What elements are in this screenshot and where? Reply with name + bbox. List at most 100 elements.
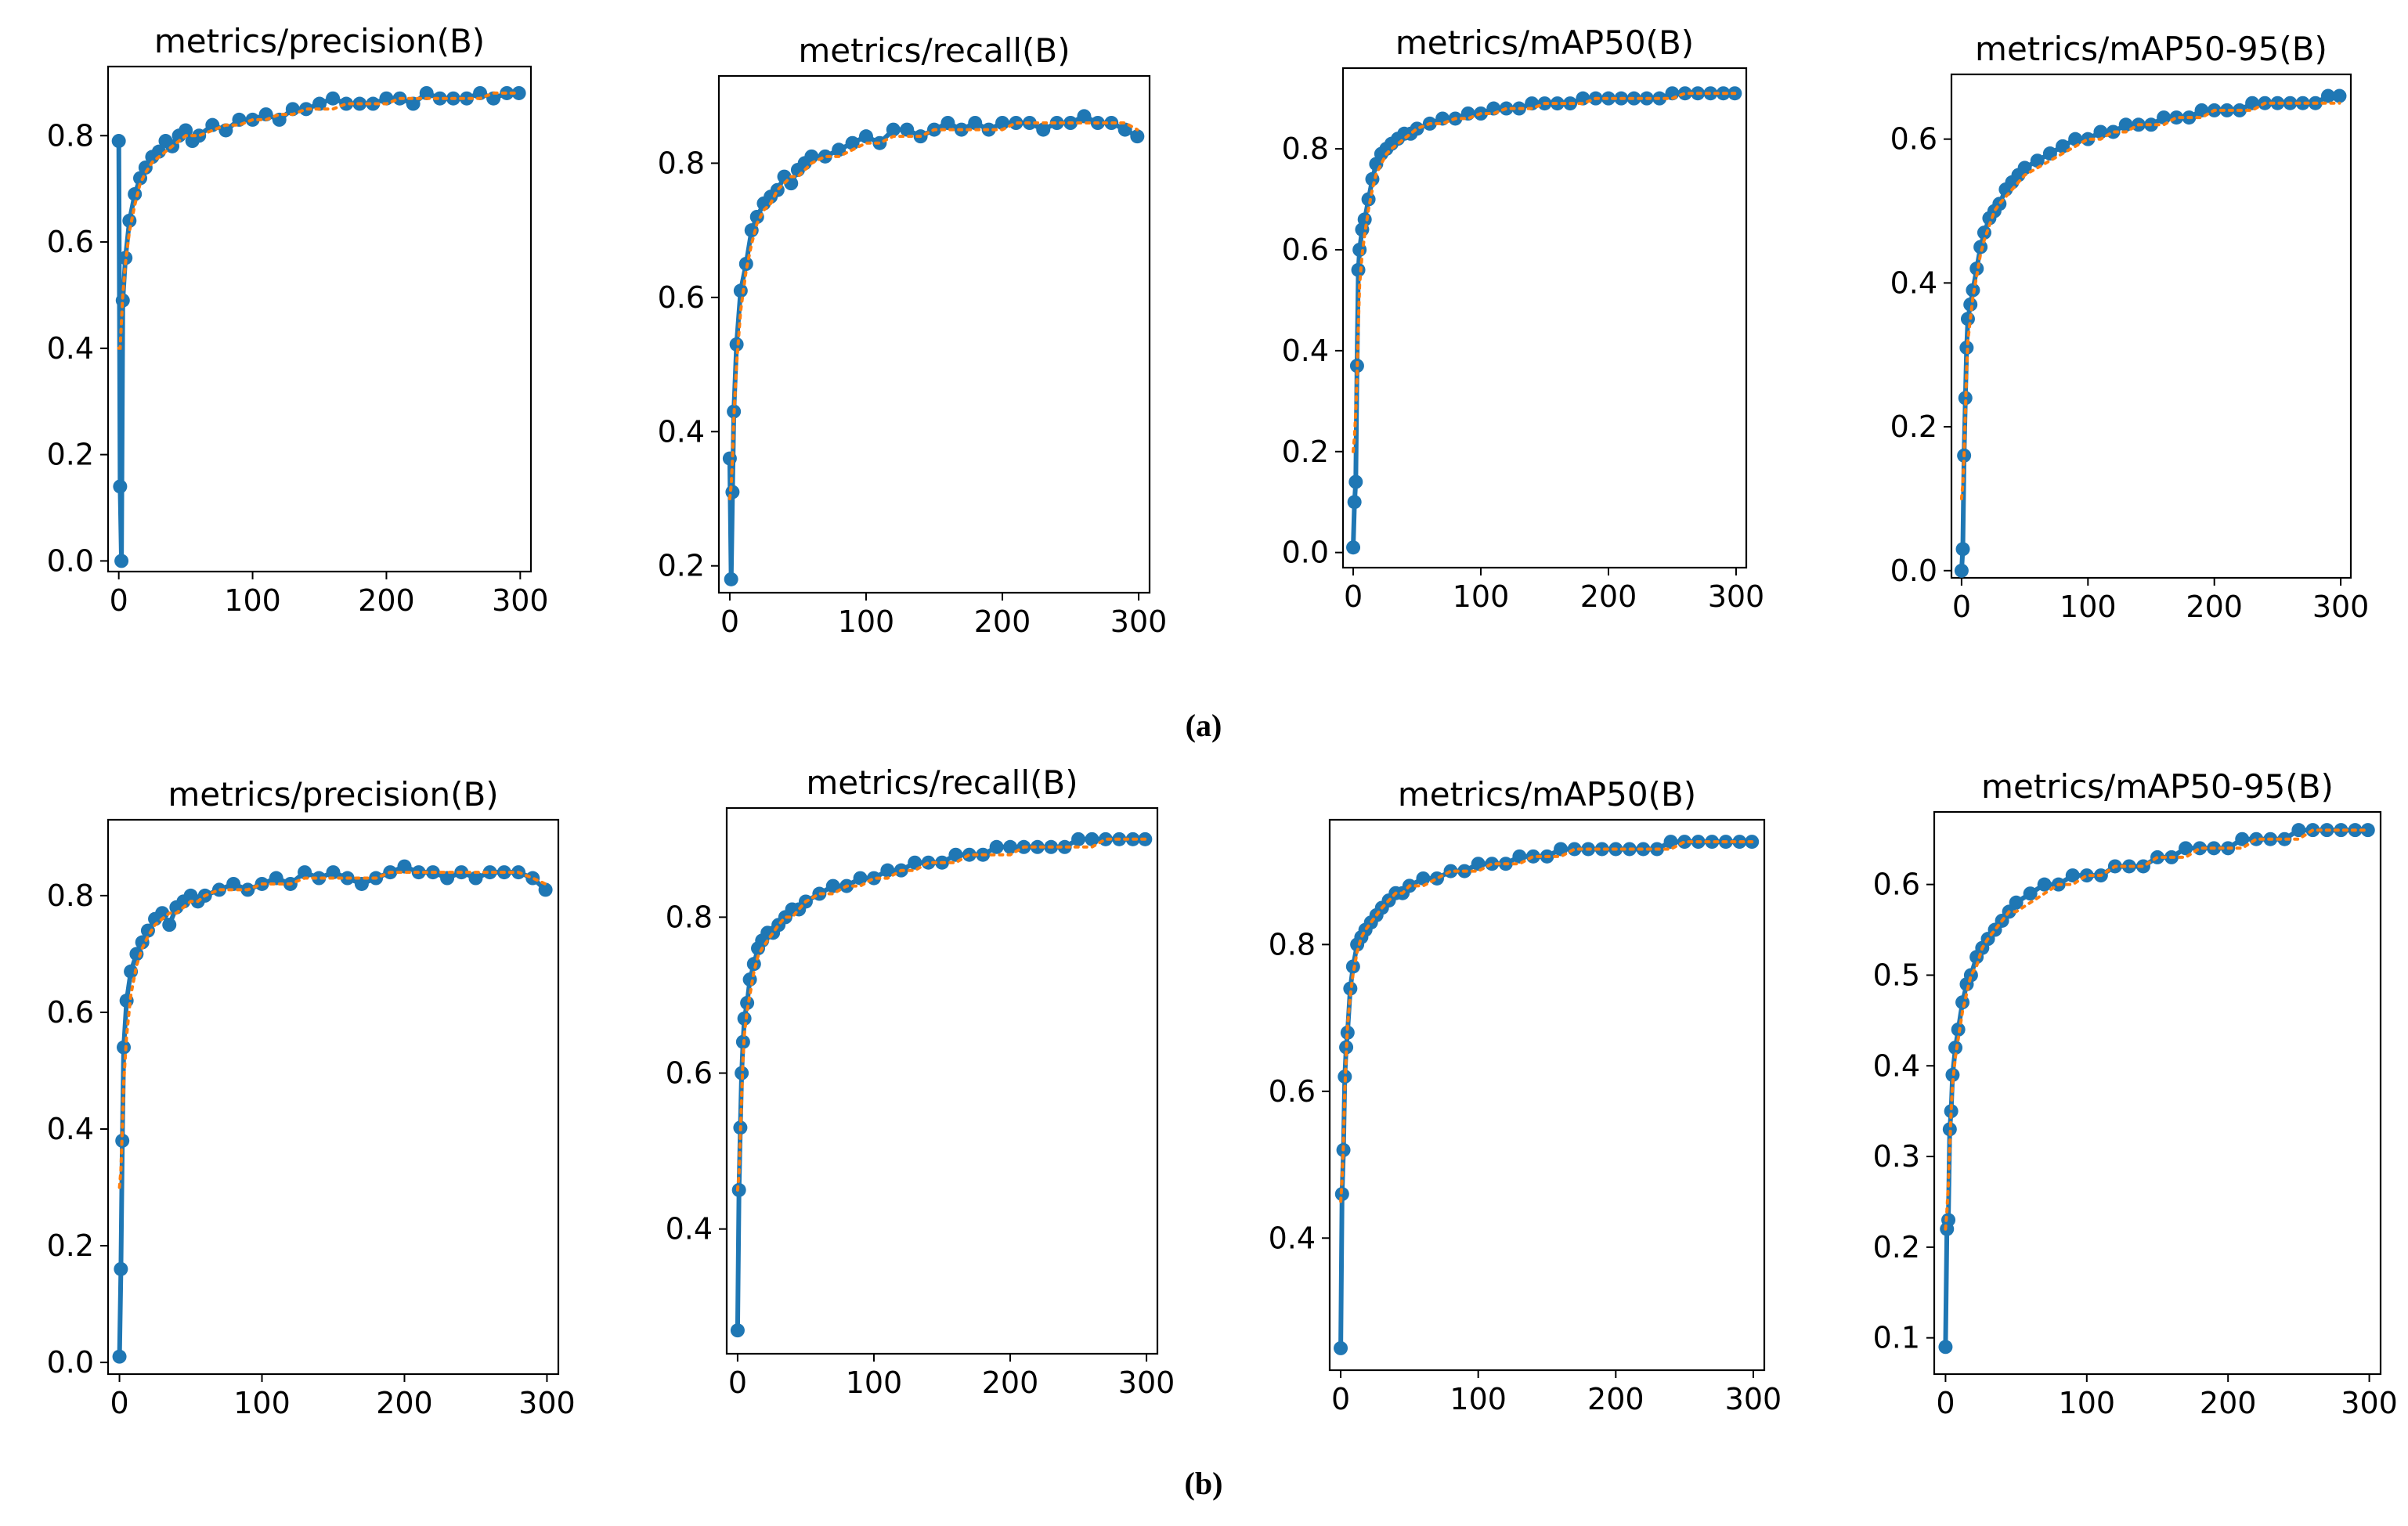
x-tick-label: 100 [1453, 579, 1510, 614]
data-point [1954, 563, 1969, 578]
y-tick-label: 0.4 [666, 1212, 713, 1246]
data-point [218, 123, 233, 138]
data-point [397, 859, 412, 874]
x-tick-label: 100 [233, 1386, 291, 1420]
y-tick-label: 0.8 [658, 146, 705, 180]
data-point [312, 96, 327, 111]
x-tick-label: 100 [2059, 1386, 2116, 1420]
data-point [269, 871, 283, 886]
y-tick-label: 0.4 [1890, 265, 1937, 300]
smooth-line [1352, 92, 1737, 453]
smooth-line [727, 121, 1139, 500]
y-tick-label: 0.4 [1269, 1221, 1316, 1255]
data-point [1512, 849, 1527, 864]
x-tick-label: 200 [974, 604, 1031, 639]
data-point [2017, 161, 2032, 175]
axes-frame [725, 806, 1159, 1355]
results-line [1351, 91, 1735, 548]
chart-8: metrics/mAP50-95(B) 0 100 200 300 0.1 0.2 0.3 0.… [1873, 767, 2398, 1420]
data-point [1944, 1104, 1959, 1119]
y-tick-label: 0.5 [1873, 958, 1920, 992]
chart-title: metrics/mAP50-95(B) [1981, 767, 2334, 806]
data-point [2093, 124, 2108, 139]
data-point [2295, 96, 2310, 110]
data-point [1416, 871, 1431, 886]
data-point [511, 85, 526, 100]
data-point [1960, 312, 1975, 326]
x-tick-label: 100 [838, 604, 895, 639]
x-tick-label: 0 [1331, 1382, 1350, 1416]
y-tick-label: 0.2 [1282, 435, 1329, 469]
axes-frame [107, 818, 560, 1376]
data-point [2334, 823, 2348, 838]
data-point [113, 479, 128, 494]
data-point [908, 855, 922, 870]
data-point [124, 964, 139, 979]
data-point [1351, 262, 1366, 277]
y-tick-label: 0.2 [47, 438, 94, 472]
data-point [1343, 981, 1358, 996]
chart-6: metrics/recall(B) 0 100 200 300 0.4 0.6 0.8 [666, 763, 1175, 1400]
smooth-line [117, 91, 521, 350]
panel-label-a: (a) [1186, 708, 1222, 743]
y-tick-label: 0.6 [666, 1056, 713, 1091]
results-line [116, 90, 519, 564]
data-point [1049, 116, 1064, 130]
data-point [118, 251, 133, 265]
data-point [312, 871, 327, 886]
x-tick-label: 300 [492, 583, 549, 618]
axes-frame [1341, 67, 1748, 569]
data-point [900, 122, 915, 137]
y-tick-label: 0.1 [1873, 1321, 1920, 1355]
data-point [112, 1349, 127, 1364]
y-tick-label: 0.4 [47, 331, 94, 366]
data-point [2320, 88, 2335, 103]
data-point [538, 882, 553, 897]
x-tick-label: 200 [2200, 1386, 2257, 1420]
data-point [2023, 886, 2038, 901]
results-line [1338, 839, 1753, 1348]
data-point [525, 871, 540, 886]
data-point [354, 876, 369, 891]
data-point [2068, 132, 2083, 146]
data-point [1955, 995, 1970, 1010]
axes-frame [1950, 73, 2352, 579]
y-tick-label: 0.6 [1269, 1074, 1316, 1109]
data-point [1077, 109, 1092, 124]
y-tick-label: 0.4 [658, 414, 705, 449]
data-point [419, 85, 434, 100]
x-tick-label: 200 [2186, 590, 2243, 624]
x-tick-label: 0 [110, 583, 128, 618]
smooth-line [735, 837, 1147, 1192]
y-tick-label: 0.8 [666, 900, 713, 934]
data-point [1361, 192, 1376, 207]
data-point [968, 116, 983, 130]
data-point [2235, 832, 2250, 846]
data-point [722, 451, 737, 466]
data-point [128, 186, 143, 201]
data-point [162, 918, 177, 933]
data-point [1429, 871, 1444, 886]
axes-frame [717, 74, 1151, 594]
data-point [832, 142, 847, 157]
y-tick-label: 0.8 [1282, 132, 1329, 166]
data-point [1594, 842, 1609, 857]
data-point [1071, 832, 1086, 846]
data-point [1036, 122, 1051, 137]
chart-title: metrics/precision(B) [154, 22, 485, 60]
data-point [1347, 495, 1362, 510]
x-tick-label: 0 [1344, 579, 1363, 614]
data-point [155, 906, 170, 921]
x-tick-label: 300 [1118, 1365, 1175, 1400]
data-point [1334, 1340, 1348, 1355]
data-point [1057, 839, 1072, 854]
data-point [1554, 842, 1569, 857]
data-point [339, 96, 354, 111]
data-point [724, 572, 738, 586]
y-tick-label: 0.6 [47, 995, 94, 1030]
chart-3: metrics/mAP50(B) 0 100 200 300 0.0 0.2 0.4 0.6 0.… [1282, 23, 1765, 614]
x-tick-label: 200 [358, 583, 415, 618]
results-line [117, 864, 547, 1357]
data-point [1471, 857, 1486, 871]
y-tick-label: 0.4 [1873, 1048, 1920, 1083]
